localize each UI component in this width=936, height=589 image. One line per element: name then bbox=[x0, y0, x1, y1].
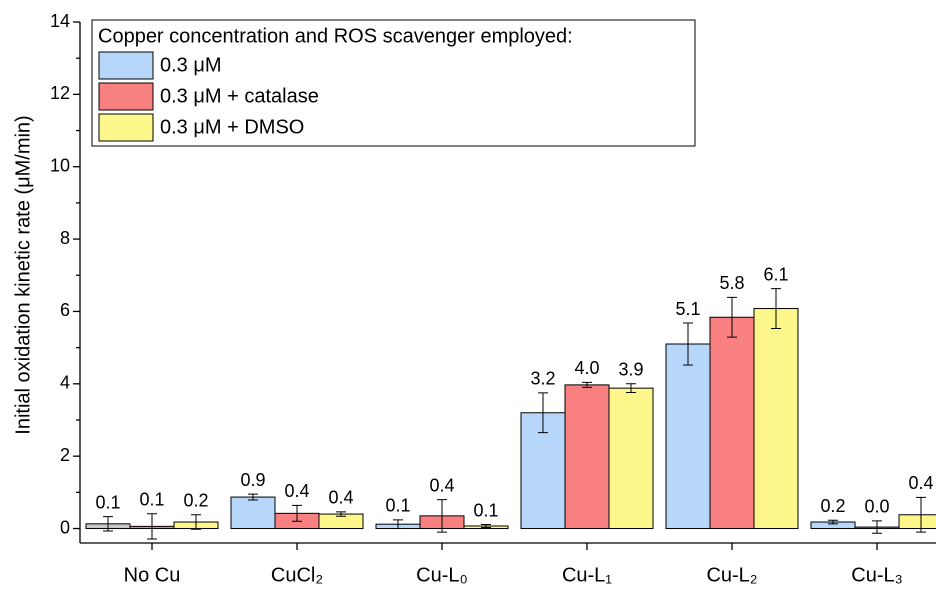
legend-label: 0.3 μM + catalase bbox=[160, 85, 319, 107]
data-label: 6.1 bbox=[763, 264, 788, 284]
error-bar bbox=[248, 493, 258, 501]
x-tick-label: No Cu bbox=[124, 564, 181, 586]
x-tick-label: Cu-L₂ bbox=[706, 564, 757, 586]
legend-swatch bbox=[98, 113, 154, 142]
error-bar bbox=[147, 513, 157, 540]
y-tick-label: 10 bbox=[50, 155, 70, 175]
data-label: 0.4 bbox=[328, 488, 353, 508]
data-label: 5.8 bbox=[719, 273, 744, 293]
y-tick-label: 4 bbox=[60, 373, 70, 393]
y-tick-label: 8 bbox=[60, 228, 70, 248]
data-label: 0.2 bbox=[183, 491, 208, 511]
bar bbox=[230, 496, 276, 530]
data-label: 0.4 bbox=[429, 475, 454, 495]
error-bar bbox=[191, 514, 201, 530]
error-bar bbox=[727, 296, 737, 338]
error-bar bbox=[103, 516, 113, 532]
legend-label: 0.3 μM bbox=[160, 54, 222, 76]
error-bar bbox=[916, 496, 926, 533]
error-bar bbox=[683, 322, 693, 366]
y-tick-label: 14 bbox=[50, 11, 70, 31]
error-bar bbox=[437, 499, 447, 533]
error-bar bbox=[336, 511, 346, 517]
data-label: 3.9 bbox=[618, 360, 643, 380]
legend-swatch bbox=[98, 51, 154, 80]
legend-title: Copper concentration and ROS scavenger e… bbox=[98, 25, 573, 47]
data-label: 0.1 bbox=[95, 492, 120, 512]
bar bbox=[665, 343, 711, 530]
error-bar bbox=[626, 383, 636, 393]
y-axis-label: Initial oxidation kinetic rate (μM/min) bbox=[12, 115, 34, 434]
x-tick-label: Cu-L₃ bbox=[851, 564, 903, 586]
error-bar bbox=[828, 519, 838, 525]
x-tick-label: Cu-L₀ bbox=[416, 564, 468, 586]
data-label: 0.1 bbox=[139, 489, 164, 509]
bar bbox=[564, 384, 610, 530]
data-label: 0.1 bbox=[473, 500, 498, 520]
data-label: 0.9 bbox=[240, 470, 265, 490]
legend-label: 0.3 μM + DMSO bbox=[160, 116, 304, 138]
bar bbox=[898, 514, 936, 530]
bar bbox=[608, 387, 654, 530]
y-tick-label: 2 bbox=[60, 445, 70, 465]
x-tick-label: Cu-L₁ bbox=[562, 564, 612, 586]
legend-swatch bbox=[98, 82, 154, 111]
y-tick-label: 12 bbox=[50, 83, 70, 103]
legend-box bbox=[91, 19, 696, 147]
y-tick-label: 0 bbox=[60, 517, 70, 537]
data-label: 0.4 bbox=[284, 481, 309, 501]
error-bar bbox=[872, 520, 882, 534]
data-label: 0.4 bbox=[908, 473, 933, 493]
data-label: 0.1 bbox=[385, 496, 410, 516]
error-bar bbox=[292, 504, 302, 522]
x-tick-label: CuCl₂ bbox=[271, 564, 323, 586]
bar bbox=[709, 316, 755, 530]
error-bar bbox=[582, 381, 592, 388]
error-bar bbox=[481, 524, 491, 528]
bar bbox=[753, 308, 799, 530]
error-bar bbox=[771, 288, 781, 329]
y-tick-label: 6 bbox=[60, 300, 70, 320]
data-label: 0.0 bbox=[864, 497, 889, 517]
error-bar bbox=[538, 392, 548, 434]
error-bar bbox=[393, 519, 403, 530]
data-label: 3.2 bbox=[530, 369, 555, 389]
data-label: 0.2 bbox=[820, 496, 845, 516]
data-label: 5.1 bbox=[675, 299, 700, 319]
data-label: 4.0 bbox=[574, 358, 599, 378]
